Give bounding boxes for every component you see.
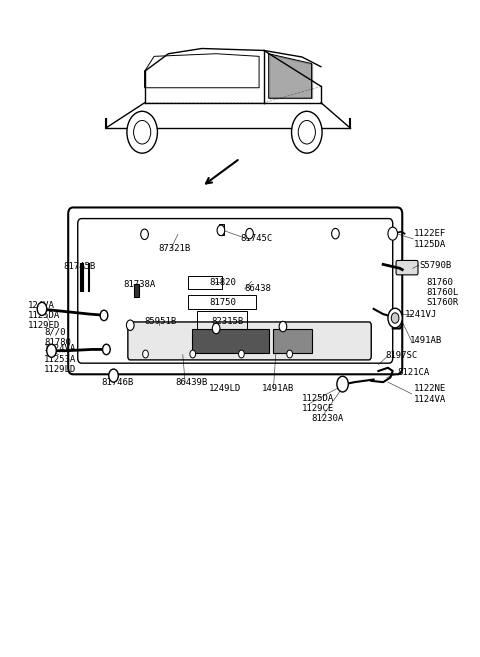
Circle shape bbox=[239, 350, 244, 358]
Text: 1491AB: 1491AB bbox=[262, 384, 294, 393]
Circle shape bbox=[133, 120, 151, 144]
Circle shape bbox=[279, 321, 287, 332]
Bar bbox=[218, 225, 224, 235]
Bar bbox=[274, 329, 312, 353]
Text: 81745C: 81745C bbox=[240, 235, 272, 243]
Circle shape bbox=[103, 344, 110, 355]
Text: 1124VA
11253A
1129LD: 1124VA 11253A 1129LD bbox=[44, 344, 77, 374]
Circle shape bbox=[298, 120, 315, 144]
Text: S5790B: S5790B bbox=[419, 261, 451, 269]
Text: 86439B: 86439B bbox=[176, 378, 208, 387]
Circle shape bbox=[141, 229, 148, 240]
Circle shape bbox=[388, 308, 402, 328]
FancyBboxPatch shape bbox=[78, 219, 393, 363]
Circle shape bbox=[287, 350, 292, 358]
Circle shape bbox=[291, 111, 322, 153]
Text: 124VA
1125DA
1129ED: 124VA 1125DA 1129ED bbox=[28, 300, 60, 330]
Circle shape bbox=[127, 111, 157, 153]
Circle shape bbox=[190, 350, 196, 358]
Text: 82315B: 82315B bbox=[211, 317, 244, 327]
Circle shape bbox=[217, 225, 225, 236]
Circle shape bbox=[47, 344, 56, 357]
Text: 1241VJ: 1241VJ bbox=[405, 309, 437, 319]
Text: 1122NE
1124VA: 1122NE 1124VA bbox=[414, 384, 446, 403]
Text: 87321B: 87321B bbox=[159, 244, 191, 253]
Text: 85951B: 85951B bbox=[144, 317, 177, 327]
FancyBboxPatch shape bbox=[396, 260, 418, 275]
Bar bbox=[134, 284, 139, 297]
Circle shape bbox=[143, 350, 148, 358]
Circle shape bbox=[332, 229, 339, 239]
Circle shape bbox=[37, 302, 47, 315]
FancyBboxPatch shape bbox=[128, 322, 371, 360]
Circle shape bbox=[100, 310, 108, 321]
Circle shape bbox=[126, 320, 134, 330]
Circle shape bbox=[337, 376, 348, 392]
Circle shape bbox=[212, 323, 220, 334]
Text: 8121CA: 8121CA bbox=[397, 369, 430, 378]
Circle shape bbox=[391, 313, 399, 323]
Text: 8197SC: 8197SC bbox=[385, 351, 418, 361]
Bar bbox=[192, 329, 269, 353]
Text: 81230A: 81230A bbox=[312, 414, 344, 422]
Text: 1125DA
1129CE: 1125DA 1129CE bbox=[302, 394, 334, 413]
Text: 1122EF
1125DA: 1122EF 1125DA bbox=[414, 229, 446, 248]
Circle shape bbox=[388, 227, 397, 240]
Text: 81750: 81750 bbox=[209, 298, 236, 307]
Polygon shape bbox=[269, 54, 312, 98]
Circle shape bbox=[246, 229, 253, 239]
Text: 81738A: 81738A bbox=[123, 280, 156, 289]
Text: 1249LD: 1249LD bbox=[209, 384, 241, 393]
Text: 81760
81760L
S1760R: 81760 81760L S1760R bbox=[426, 278, 458, 307]
Text: 81746B: 81746B bbox=[102, 378, 134, 387]
Circle shape bbox=[109, 369, 118, 382]
Text: 81820: 81820 bbox=[209, 277, 236, 286]
Text: 8//0
81780: 8//0 81780 bbox=[44, 327, 71, 347]
Text: 81745B: 81745B bbox=[63, 262, 96, 271]
Text: 86438: 86438 bbox=[245, 284, 272, 293]
Text: 1491AB: 1491AB bbox=[409, 336, 442, 345]
